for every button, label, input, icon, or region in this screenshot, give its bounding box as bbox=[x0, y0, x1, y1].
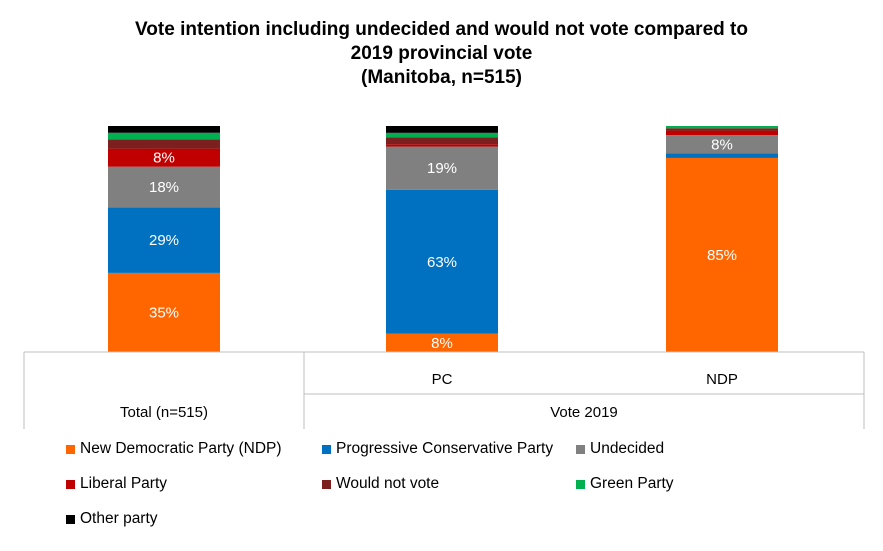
bar-would-not-vote-0 bbox=[108, 139, 220, 149]
bar-undecided-0 bbox=[108, 166, 220, 208]
bar-progressive-conservative-party-1 bbox=[386, 189, 498, 334]
legend-label-progressive-conservative-party: Progressive Conservative Party bbox=[336, 440, 554, 457]
legend-item-new-democratic-party-ndp: New Democratic Party (NDP) bbox=[66, 440, 282, 458]
data-label-new-democratic-party-ndp-0: 35% bbox=[149, 304, 179, 321]
legend-label-other-party: Other party bbox=[80, 510, 158, 527]
bar-would-not-vote-2 bbox=[666, 128, 778, 131]
data-label-undecided-1: 19% bbox=[427, 160, 457, 177]
bar-new-democratic-party-ndp-0 bbox=[108, 272, 220, 352]
bar-would-not-vote-1 bbox=[386, 137, 498, 145]
data-label-liberal-party-0: 8% bbox=[153, 150, 175, 167]
bar-undecided-2 bbox=[666, 135, 778, 154]
legend-swatch-green-party bbox=[576, 479, 585, 489]
legend-item-progressive-conservative-party: Progressive Conservative Party bbox=[322, 440, 553, 458]
bar-green-party-1 bbox=[386, 132, 498, 138]
bar-green-party-2 bbox=[666, 126, 778, 129]
legend-item-other-party: Other party bbox=[66, 510, 158, 528]
chart-title-line-3: (Manitoba, n=515) bbox=[361, 67, 522, 88]
legend-item-undecided: Undecided bbox=[576, 440, 664, 458]
x-tick-label-pc: PC bbox=[432, 371, 453, 388]
data-label-undecided-2: 8% bbox=[711, 136, 733, 153]
data-label-new-democratic-party-ndp-2: 85% bbox=[707, 247, 737, 264]
data-label-progressive-conservative-party-1: 63% bbox=[427, 254, 457, 271]
legend-label-undecided: Undecided bbox=[590, 440, 665, 457]
legend-label-new-democratic-party-ndp: New Democratic Party (NDP) bbox=[80, 440, 282, 457]
legend-label-liberal-party: Liberal Party bbox=[80, 475, 168, 492]
legend-label-would-not-vote: Would not vote bbox=[336, 475, 440, 492]
data-label-new-democratic-party-ndp-1: 8% bbox=[431, 335, 453, 352]
axis-layer: PC NDP Total (n=515) Vote 2019 bbox=[23, 351, 865, 429]
bar-other-party-1 bbox=[386, 126, 498, 133]
bar-new-democratic-party-ndp-2 bbox=[666, 157, 778, 352]
legend-swatch-new-democratic-party-ndp bbox=[66, 444, 75, 454]
bar-new-democratic-party-ndp-1 bbox=[386, 333, 498, 352]
bars-layer: 35% 29% 18% 8% 8% 63% 19% 85% 8% bbox=[108, 126, 778, 352]
data-label-progressive-conservative-party-0: 29% bbox=[149, 232, 179, 249]
data-label-undecided-0: 18% bbox=[149, 179, 179, 196]
legend-swatch-undecided bbox=[576, 444, 585, 454]
group-label-vote-2019: Vote 2019 bbox=[550, 404, 618, 421]
chart-title: Vote intention including undecided and w… bbox=[0, 18, 883, 90]
bar-progressive-conservative-party-2 bbox=[666, 153, 778, 158]
bar-green-party-0 bbox=[108, 132, 220, 140]
bar-undecided-1 bbox=[386, 146, 498, 190]
legend-swatch-progressive-conservative-party bbox=[322, 444, 331, 454]
legend-item-would-not-vote: Would not vote bbox=[322, 475, 439, 493]
bar-liberal-party-1 bbox=[386, 144, 498, 147]
legend-item-liberal-party: Liberal Party bbox=[66, 475, 167, 493]
bar-liberal-party-0 bbox=[108, 148, 220, 167]
chart-title-line-2: 2019 provincial vote bbox=[350, 43, 533, 64]
legend-item-green-party: Green Party bbox=[576, 475, 674, 493]
bar-progressive-conservative-party-0 bbox=[108, 207, 220, 273]
bar-liberal-party-2 bbox=[666, 130, 778, 136]
legend: New Democratic Party (NDP) Progressive Co… bbox=[66, 440, 866, 540]
group-label-total: Total (n=515) bbox=[120, 404, 208, 421]
legend-label-green-party: Green Party bbox=[590, 475, 674, 492]
legend-swatch-would-not-vote bbox=[322, 479, 331, 489]
chart-title-line-1: Vote intention including undecided and w… bbox=[135, 19, 748, 40]
legend-swatch-liberal-party bbox=[66, 479, 75, 489]
x-tick-label-ndp: NDP bbox=[706, 371, 738, 388]
bar-other-party-0 bbox=[108, 126, 220, 133]
legend-swatch-other-party bbox=[66, 514, 75, 524]
